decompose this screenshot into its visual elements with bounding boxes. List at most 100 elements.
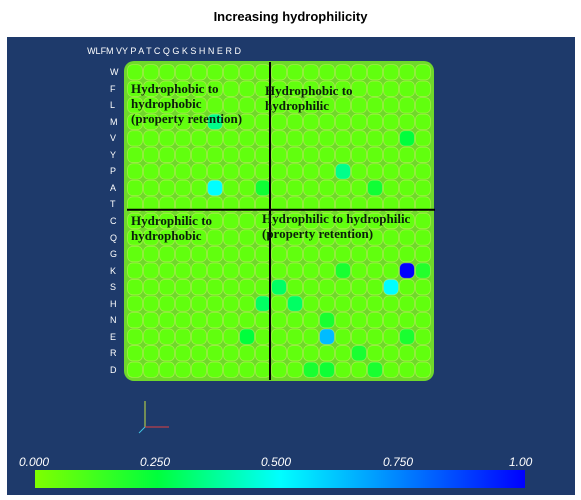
heatmap-cell-L-D (415, 97, 431, 114)
heatmap-cell-D-C (271, 361, 287, 378)
heatmap-cell-Y-R (399, 146, 415, 163)
heatmap-cell-K-D (415, 262, 431, 279)
heatmap-cell-E-L (143, 328, 159, 345)
heatmap-cell-N-F (159, 312, 175, 329)
heatmap-cell-S-T (255, 279, 271, 296)
heatmap-cell-N-S (335, 312, 351, 329)
heatmap-cell-E-N (367, 328, 383, 345)
heatmap-cell-S-S (335, 279, 351, 296)
heatmap-cell-R-P (223, 345, 239, 362)
heatmap-cell-L-P (223, 97, 239, 114)
row-label-M: M (110, 116, 118, 127)
heatmap-cell-H-W (127, 295, 143, 312)
heatmap-cell-R-Y (207, 345, 223, 362)
heatmap-cell-T-M (175, 196, 191, 213)
heatmap-cell-C-P (223, 212, 239, 230)
heatmap-cell-N-V (191, 312, 207, 329)
heatmap-cell-N-D (415, 312, 431, 329)
heatmap-cell-M-M (175, 113, 191, 130)
heatmap-cell-C-N (367, 212, 383, 230)
heatmap-cell-F-P (223, 80, 239, 97)
colorbar-tick-3: 0.750 (383, 455, 414, 469)
heatmap-cell-E-P (223, 328, 239, 345)
heatmap-cell-E-D (415, 328, 431, 345)
heatmap-cell-T-N (367, 196, 383, 213)
heatmap-cell-V-F (159, 130, 175, 147)
heatmap-cell-P-Y (207, 163, 223, 180)
annotation-bottom-right: Hydrophilic to hydrophilic (property ret… (262, 211, 411, 241)
heatmap-cell-S-F (159, 279, 175, 296)
heatmap-cell-V-K (319, 130, 335, 147)
heatmap-cell-S-K (319, 279, 335, 296)
heatmap-cell-M-F (159, 113, 175, 130)
heatmap-cell-R-Q (287, 345, 303, 362)
heatmap-cell-Y-L (143, 146, 159, 163)
row-label-E: E (110, 331, 117, 342)
colorbar (35, 470, 525, 488)
heatmap-cell-H-N (367, 295, 383, 312)
heatmap-cell-A-M (175, 179, 191, 197)
heatmap-cell-F-H (351, 80, 367, 97)
annotation-bottom-left: Hydrophilic to hydrophobic (131, 213, 213, 243)
heatmap-cell-K-M (175, 262, 191, 279)
row-label-G: G (110, 249, 118, 260)
heatmap-cell-P-W (127, 163, 143, 180)
heatmap-cell-G-W (127, 245, 143, 263)
heatmap-cell-D-Y (207, 361, 223, 378)
heatmap-cell-D-P (223, 361, 239, 378)
heatmap-cell-W-S (335, 64, 351, 81)
heatmap-cell-A-C (271, 179, 287, 197)
heatmap-cell-T-G (303, 196, 319, 213)
heatmap-cell-P-K (319, 163, 335, 180)
heatmap-cell-W-Y (207, 64, 223, 81)
heatmap-cell-D-D (415, 361, 431, 378)
heatmap-cell-C-K (319, 212, 335, 230)
heatmap-cell-W-E (383, 64, 399, 81)
heatmap-cell-C-E (383, 212, 399, 230)
heatmap-cell-H-F (159, 295, 175, 312)
heatmap-cell-L-R (399, 97, 415, 114)
heatmap-cell-M-W (127, 113, 143, 130)
heatmap-cell-S-V (191, 279, 207, 296)
heatmap-cell-V-G (303, 130, 319, 147)
heatmap-cell-F-M (175, 80, 191, 97)
heatmap-cell-S-W (127, 279, 143, 296)
heatmap-cell-Y-T (255, 146, 271, 163)
heatmap-cell-T-D (415, 196, 431, 213)
heatmap-cell-Q-G (303, 229, 319, 246)
heatmap-cell-Q-D (415, 229, 431, 246)
heatmap-cell-H-H (351, 295, 367, 312)
heatmap-cell-D-T (255, 361, 271, 378)
annotation-top-right: Hydrophobic to hydrophilic (265, 83, 353, 113)
heatmap-cell-F-K (319, 80, 335, 97)
heatmap-cell-H-E (383, 295, 399, 312)
heatmap-cell-Y-W (127, 146, 143, 163)
heatmap-cell-A-S (335, 179, 351, 197)
heatmap-cell-F-E (383, 80, 399, 97)
heatmap-cell-C-H (351, 212, 367, 230)
heatmap-cell-P-G (303, 163, 319, 180)
row-label-V: V (110, 133, 117, 144)
heatmap-cell-M-Q (287, 113, 303, 130)
heatmap-cell-K-L (143, 262, 159, 279)
heatmap-cell-R-H (351, 345, 367, 362)
heatmap-cell-G-G (303, 245, 319, 263)
heatmap-cell-N-Q (287, 312, 303, 329)
heatmap-cell-K-P (223, 262, 239, 279)
row-label-P: P (110, 166, 117, 177)
heatmap-cell-F-D (415, 80, 431, 97)
heatmap-cell-P-F (159, 163, 175, 180)
heatmap-cell-R-C (271, 345, 287, 362)
heatmap-cell-E-T (255, 328, 271, 345)
heatmap-cell-Y-H (351, 146, 367, 163)
heatmap-cell-T-H (351, 196, 367, 213)
heatmap-cell-S-H (351, 279, 367, 296)
row-label-R: R (110, 348, 117, 359)
heatmap-cell-V-H (351, 130, 367, 147)
heatmap-cell-Q-E (383, 229, 399, 246)
heatmap-cell-D-M (175, 361, 191, 378)
heatmap-cell-H-M (175, 295, 191, 312)
heatmap-cell-V-C (271, 130, 287, 147)
heatmap-cell-C-W (127, 212, 143, 230)
heatmap-cell-D-V (191, 361, 207, 378)
